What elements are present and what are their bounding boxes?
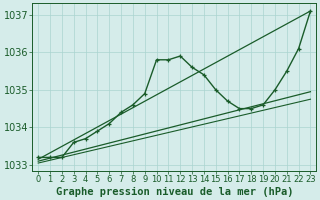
- X-axis label: Graphe pression niveau de la mer (hPa): Graphe pression niveau de la mer (hPa): [56, 186, 293, 197]
